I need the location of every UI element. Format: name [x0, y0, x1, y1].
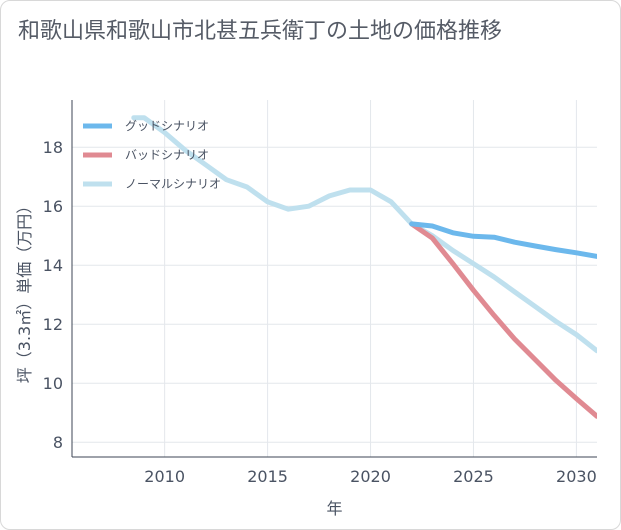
- y-tick-label: 10: [43, 374, 63, 393]
- y-tick-label: 14: [43, 256, 63, 275]
- y-axis-title: 坪（3.3㎡）単価（万円）: [15, 198, 34, 383]
- x-axis-title: 年: [326, 499, 342, 518]
- legend-label: ノーマルシナリオ: [125, 177, 221, 191]
- y-tick-label: 18: [43, 138, 63, 157]
- series-line-0: [409, 221, 597, 259]
- y-tick-label: 16: [43, 197, 63, 216]
- x-tick-label: 2020: [350, 467, 391, 486]
- chart-title: 和歌山県和歌山市北甚五兵衛丁の土地の価格推移: [18, 19, 503, 44]
- x-tick-label: 2010: [144, 467, 185, 486]
- series-line-1: [409, 221, 597, 419]
- x-tick-label: 2025: [453, 467, 494, 486]
- legend-label: バッドシナリオ: [125, 148, 209, 162]
- legend-label: グッドシナリオ: [125, 119, 209, 133]
- x-tick-label: 2015: [247, 467, 288, 486]
- y-tick-label: 8: [53, 433, 63, 452]
- y-tick-label: 12: [43, 315, 63, 334]
- x-tick-label: 2030: [556, 467, 597, 486]
- series-line-2: [131, 115, 597, 354]
